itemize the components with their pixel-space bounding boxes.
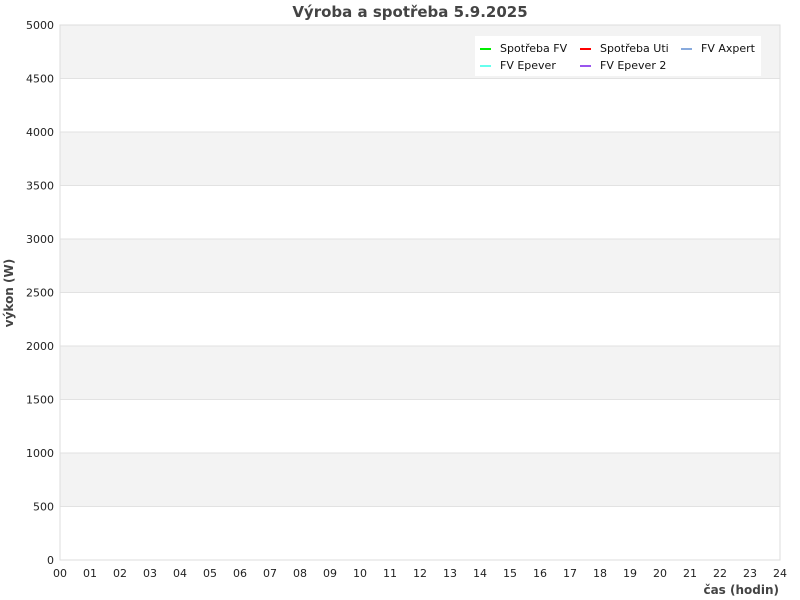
- y-tick-label: 2000: [26, 340, 54, 353]
- x-tick-label: 08: [293, 567, 307, 580]
- x-tick-label: 13: [443, 567, 457, 580]
- y-tick-label: 3000: [26, 233, 54, 246]
- x-axis-label: čas (hodin): [703, 583, 779, 597]
- grid-band: [60, 185, 780, 239]
- x-tick-label: 22: [713, 567, 727, 580]
- x-tick-label: 10: [353, 567, 367, 580]
- y-tick-label: 4500: [26, 73, 54, 86]
- legend: Spotřeba FV Spotřeba Uti FV Axpert FV Epeve…: [475, 36, 761, 76]
- x-tick-label: 00: [53, 567, 67, 580]
- x-tick-label: 24: [773, 567, 787, 580]
- x-tick-label: 06: [233, 567, 247, 580]
- y-tick-label: 3500: [26, 180, 54, 193]
- grid-band: [60, 132, 780, 186]
- x-tick-label: 12: [413, 567, 427, 580]
- y-tick-label: 4000: [26, 126, 54, 139]
- y-tick-label: 500: [33, 501, 54, 514]
- x-tick-label: 07: [263, 567, 277, 580]
- x-tick-label: 16: [533, 567, 547, 580]
- x-tick-label: 14: [473, 567, 487, 580]
- x-tick-label: 04: [173, 567, 187, 580]
- grid-band: [60, 239, 780, 293]
- chart-title: Výroba a spotřeba 5.9.2025: [292, 3, 527, 21]
- y-tick-label: 0: [47, 554, 54, 567]
- grid-band: [60, 453, 780, 507]
- legend-item: FV Epever 2: [600, 59, 666, 72]
- grid-band: [60, 292, 780, 346]
- x-tick-label: 23: [743, 567, 757, 580]
- x-tick-label: 03: [143, 567, 157, 580]
- x-tick-label: 09: [323, 567, 337, 580]
- y-tick-label: 5000: [26, 19, 54, 32]
- x-tick-label: 05: [203, 567, 217, 580]
- x-tick-label: 02: [113, 567, 127, 580]
- y-tick-label: 2500: [26, 287, 54, 300]
- x-tick-label: 17: [563, 567, 577, 580]
- x-tick-label: 11: [383, 567, 397, 580]
- y-tick-label: 1000: [26, 447, 54, 460]
- legend-item: FV Epever: [500, 59, 556, 72]
- legend-item: FV Axpert: [701, 42, 756, 55]
- grid-band: [60, 506, 780, 560]
- x-tick-label: 15: [503, 567, 517, 580]
- plot-area: [59, 24, 781, 561]
- x-tick-label: 18: [593, 567, 607, 580]
- x-tick-label: 19: [623, 567, 637, 580]
- x-tick-label: 20: [653, 567, 667, 580]
- legend-item: Spotřeba Uti: [600, 42, 669, 55]
- legend-item: Spotřeba FV: [500, 42, 568, 55]
- y-tick-label: 1500: [26, 394, 54, 407]
- x-tick-label: 01: [83, 567, 97, 580]
- grid-band: [60, 78, 780, 132]
- grid-band: [60, 346, 780, 400]
- grid-band: [60, 399, 780, 453]
- x-tick-label: 21: [683, 567, 697, 580]
- y-axis-label: výkon (W): [2, 259, 16, 327]
